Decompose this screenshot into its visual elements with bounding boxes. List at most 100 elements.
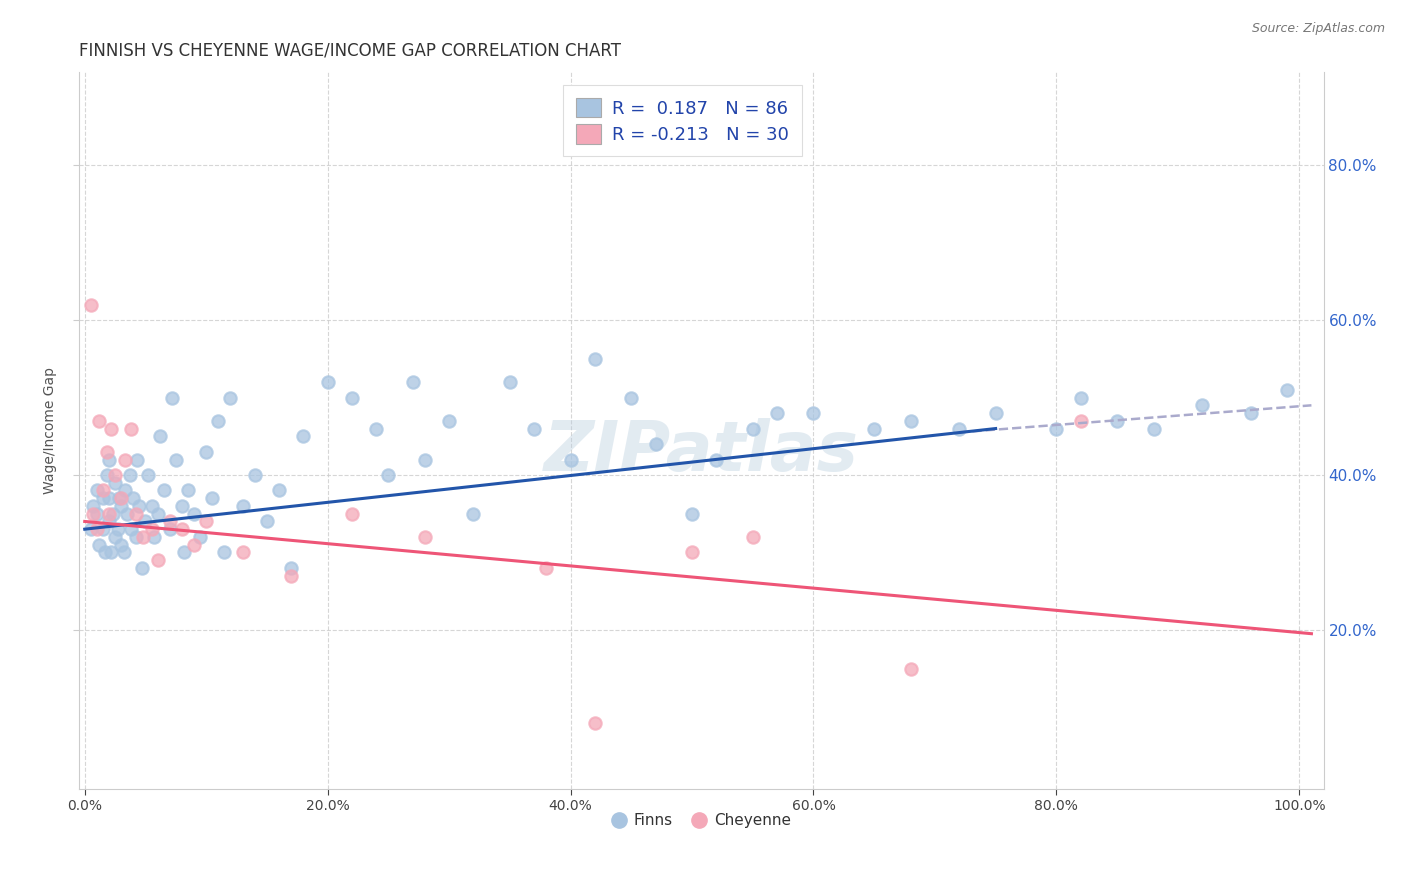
Point bbox=[243, 468, 266, 483]
Point bbox=[463, 507, 485, 521]
Point bbox=[1107, 414, 1129, 428]
Point bbox=[89, 414, 111, 428]
Point bbox=[114, 452, 136, 467]
Point bbox=[141, 499, 163, 513]
Point bbox=[704, 452, 727, 467]
Point bbox=[125, 507, 148, 521]
Point bbox=[159, 522, 181, 536]
Point bbox=[195, 515, 218, 529]
Point bbox=[159, 515, 181, 529]
Point bbox=[80, 522, 103, 536]
Point bbox=[98, 452, 121, 467]
Point bbox=[118, 468, 141, 483]
Point bbox=[900, 661, 922, 675]
Point bbox=[125, 452, 148, 467]
Point bbox=[183, 538, 205, 552]
Point bbox=[1142, 421, 1164, 435]
Point bbox=[173, 545, 195, 559]
Point bbox=[165, 452, 187, 467]
Point bbox=[115, 507, 138, 521]
Point bbox=[125, 530, 148, 544]
Point bbox=[146, 507, 169, 521]
Point bbox=[681, 545, 703, 559]
Point bbox=[96, 468, 118, 483]
Point bbox=[207, 414, 229, 428]
Legend: Finns, Cheyenne: Finns, Cheyenne bbox=[605, 807, 797, 835]
Point bbox=[86, 507, 108, 521]
Point bbox=[142, 530, 165, 544]
Point bbox=[316, 375, 339, 389]
Point bbox=[214, 545, 236, 559]
Point bbox=[1275, 383, 1298, 397]
Point bbox=[644, 437, 666, 451]
Point bbox=[177, 483, 200, 498]
Point bbox=[89, 538, 111, 552]
Text: FINNISH VS CHEYENNE WAGE/INCOME GAP CORRELATION CHART: FINNISH VS CHEYENNE WAGE/INCOME GAP CORR… bbox=[79, 42, 620, 60]
Point bbox=[100, 545, 122, 559]
Point bbox=[1070, 414, 1092, 428]
Point bbox=[292, 429, 315, 443]
Point bbox=[401, 375, 423, 389]
Point bbox=[232, 545, 254, 559]
Point bbox=[377, 468, 399, 483]
Point bbox=[1240, 406, 1263, 420]
Point bbox=[863, 421, 886, 435]
Point bbox=[120, 421, 142, 435]
Point bbox=[82, 507, 104, 521]
Point bbox=[98, 491, 121, 506]
Point bbox=[141, 522, 163, 536]
Point bbox=[413, 530, 436, 544]
Point bbox=[681, 507, 703, 521]
Point bbox=[195, 444, 218, 458]
Point bbox=[1191, 398, 1213, 412]
Point bbox=[1070, 391, 1092, 405]
Point bbox=[101, 507, 124, 521]
Point bbox=[136, 468, 159, 483]
Point bbox=[96, 444, 118, 458]
Point bbox=[104, 468, 127, 483]
Point bbox=[437, 414, 460, 428]
Point bbox=[900, 414, 922, 428]
Text: ZIPatlas: ZIPatlas bbox=[544, 418, 859, 485]
Point bbox=[201, 491, 224, 506]
Point bbox=[170, 499, 193, 513]
Point bbox=[131, 561, 153, 575]
Point bbox=[128, 499, 150, 513]
Point bbox=[120, 522, 142, 536]
Point bbox=[583, 715, 606, 730]
Point bbox=[620, 391, 643, 405]
Point bbox=[499, 375, 522, 389]
Point bbox=[114, 483, 136, 498]
Point bbox=[82, 499, 104, 513]
Point bbox=[948, 421, 970, 435]
Point bbox=[110, 499, 132, 513]
Point bbox=[267, 483, 290, 498]
Point bbox=[523, 421, 546, 435]
Point bbox=[98, 507, 121, 521]
Point bbox=[100, 421, 122, 435]
Point bbox=[340, 507, 363, 521]
Point bbox=[1045, 421, 1067, 435]
Point bbox=[94, 545, 117, 559]
Point bbox=[107, 491, 129, 506]
Point bbox=[413, 452, 436, 467]
Point bbox=[366, 421, 388, 435]
Point bbox=[91, 483, 114, 498]
Point bbox=[91, 491, 114, 506]
Point bbox=[80, 298, 103, 312]
Point bbox=[583, 351, 606, 366]
Point bbox=[232, 499, 254, 513]
Point bbox=[803, 406, 825, 420]
Point bbox=[183, 507, 205, 521]
Point bbox=[104, 475, 127, 490]
Point bbox=[98, 515, 121, 529]
Point bbox=[256, 515, 278, 529]
Point bbox=[152, 483, 174, 498]
Point bbox=[984, 406, 1007, 420]
Point bbox=[132, 530, 155, 544]
Point bbox=[104, 530, 127, 544]
Point bbox=[741, 421, 763, 435]
Point bbox=[219, 391, 242, 405]
Point bbox=[91, 522, 114, 536]
Point bbox=[741, 530, 763, 544]
